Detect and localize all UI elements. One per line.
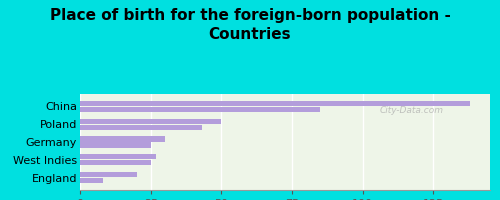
Bar	[80, 119, 222, 124]
Bar	[80, 107, 320, 112]
Bar	[80, 160, 150, 165]
Bar	[80, 125, 202, 130]
Text: Place of birth for the foreign-born population -
Countries: Place of birth for the foreign-born popu…	[50, 8, 450, 42]
Bar	[80, 136, 165, 142]
Text: City-Data.com: City-Data.com	[380, 106, 444, 115]
Bar	[80, 178, 102, 183]
Bar	[80, 142, 150, 148]
Bar	[80, 101, 470, 106]
Bar	[80, 154, 156, 159]
Bar	[80, 172, 136, 177]
